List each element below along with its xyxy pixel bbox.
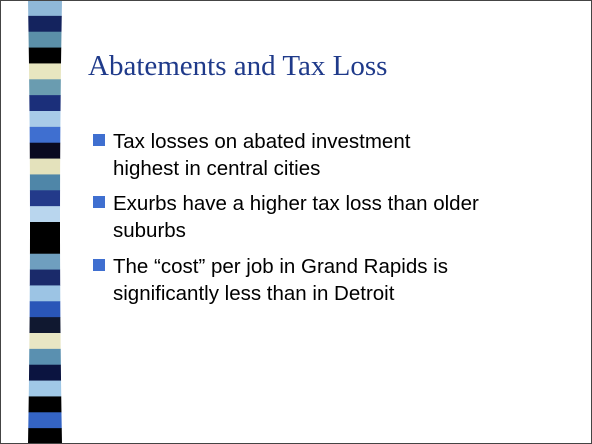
- stripe: [28, 79, 62, 96]
- stripe: [28, 47, 62, 64]
- bullet-text: Tax losses on abated investment: [113, 130, 411, 153]
- stripe: [28, 142, 62, 160]
- bullet-text: Exurbs have a higher tax loss than older: [113, 192, 479, 215]
- bullet: Exurbs have a higher tax loss than older…: [93, 190, 583, 244]
- stripe: [28, 15, 62, 33]
- slide-title: Abatements and Tax Loss: [88, 50, 388, 82]
- bullet-marker: [93, 259, 105, 271]
- stripe: [28, 206, 62, 223]
- bullet-text: suburbs: [113, 219, 186, 242]
- stripe: [28, 269, 62, 286]
- stripe: [28, 0, 62, 17]
- stripe: [28, 111, 62, 128]
- bullet-text: highest in central cities: [113, 157, 321, 180]
- bullet: Tax losses on abated investment highest i…: [93, 128, 583, 182]
- stripe: [28, 380, 62, 397]
- stripe: [28, 63, 62, 80]
- stripe: [28, 364, 62, 382]
- stripe: [28, 222, 62, 239]
- stripe: [28, 31, 62, 49]
- stripe: [28, 428, 62, 444]
- bullet-marker: [93, 134, 105, 146]
- stripe: [28, 253, 62, 271]
- stripe: [28, 95, 62, 112]
- stripe: [28, 174, 62, 191]
- stripe: [28, 190, 62, 207]
- stripe: [28, 348, 62, 366]
- stripe: [28, 333, 62, 350]
- bullet-text: significantly less than in Detroit: [113, 282, 395, 305]
- stripe: [28, 317, 62, 334]
- bullet-marker: [93, 196, 105, 208]
- stripe: [28, 126, 62, 144]
- stripe: [28, 285, 62, 302]
- stripe: [28, 158, 62, 175]
- bullet: The “cost” per job in Grand Rapids is sig…: [93, 253, 583, 307]
- stripe: [28, 237, 62, 255]
- bullet-text: The “cost” per job in Grand Rapids is: [113, 255, 448, 278]
- stripe: [28, 301, 62, 318]
- stripe: [28, 396, 62, 413]
- stripe: [28, 412, 62, 429]
